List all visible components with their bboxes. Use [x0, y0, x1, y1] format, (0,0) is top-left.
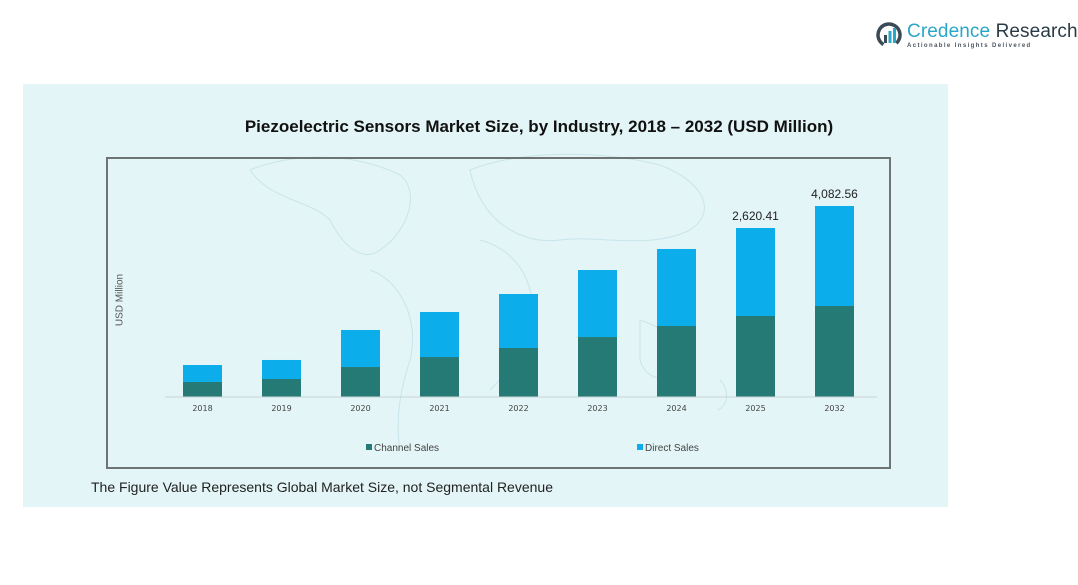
bar-direct-sales-2018 [183, 365, 222, 382]
y-axis-label: USD Million [114, 273, 126, 327]
chart-title: Piezoelectric Sensors Market Size, by In… [244, 117, 834, 136]
legend-label: Channel Sales [374, 443, 439, 454]
x-tick-label: 2023 [587, 404, 607, 413]
x-tick-label: 2018 [192, 404, 212, 413]
x-tick-label: 2019 [271, 404, 291, 413]
chart-panel [23, 84, 948, 507]
bars-layer [183, 206, 854, 397]
bar-direct-sales-2021 [420, 311, 459, 358]
bar-channel-sales-2020 [341, 367, 380, 397]
x-tick-label: 2021 [429, 404, 449, 413]
bar-direct-sales-2024 [657, 248, 696, 326]
brand-name-part1: Credence [907, 20, 991, 42]
bar-direct-sales-2023 [578, 270, 617, 338]
legend-label: Direct Sales [645, 443, 699, 454]
x-tick-label: 2032 [824, 404, 844, 413]
data-label: 4,082.56 [811, 187, 858, 201]
bar-direct-sales-2025 [736, 228, 775, 316]
bar-channel-sales-2019 [262, 379, 301, 397]
bar-direct-sales-2020 [341, 329, 380, 368]
bar-channel-sales-2032 [815, 306, 854, 397]
x-tick-label: 2025 [745, 404, 765, 413]
legend-swatch [637, 444, 643, 450]
legend-swatch [366, 444, 372, 450]
x-tick-label: 2020 [350, 404, 370, 413]
legend-item-channel-sales: Channel Sales [366, 443, 439, 454]
footnote: The Figure Value Represents Global Marke… [91, 479, 553, 495]
bar-channel-sales-2021 [420, 357, 459, 397]
bar-channel-sales-2024 [657, 325, 696, 397]
bar-channel-sales-2023 [578, 337, 617, 397]
bar-channel-sales-2025 [736, 315, 775, 397]
brand-logo: Credence Research Actionable Insights De… [876, 20, 1078, 50]
legend: Channel Sales Direct Sales [366, 443, 699, 454]
brand-tagline: Actionable Insights Delivered [907, 42, 1032, 49]
chart-frame [106, 157, 891, 469]
brand-name: Credence Research [907, 22, 1078, 41]
x-tick-label: 2022 [508, 404, 528, 413]
x-tick-label: 2024 [666, 404, 686, 413]
data-label: 2,620.41 [732, 209, 779, 223]
x-tick-labels: 2018 2019 2020 2021 2022 2023 2024 2025 2032 [192, 404, 844, 413]
bar-chart-circle-icon [876, 22, 902, 48]
bar-channel-sales-2018 [183, 381, 222, 397]
brand-name-part2: Research [990, 20, 1078, 42]
legend-item-direct-sales: Direct Sales [637, 443, 699, 454]
bar-direct-sales-2032 [815, 206, 854, 307]
bar-channel-sales-2022 [499, 347, 538, 397]
bar-direct-sales-2022 [499, 294, 538, 348]
data-labels: 2,620.41 4,082.56 [732, 187, 858, 223]
bar-direct-sales-2019 [262, 359, 301, 380]
